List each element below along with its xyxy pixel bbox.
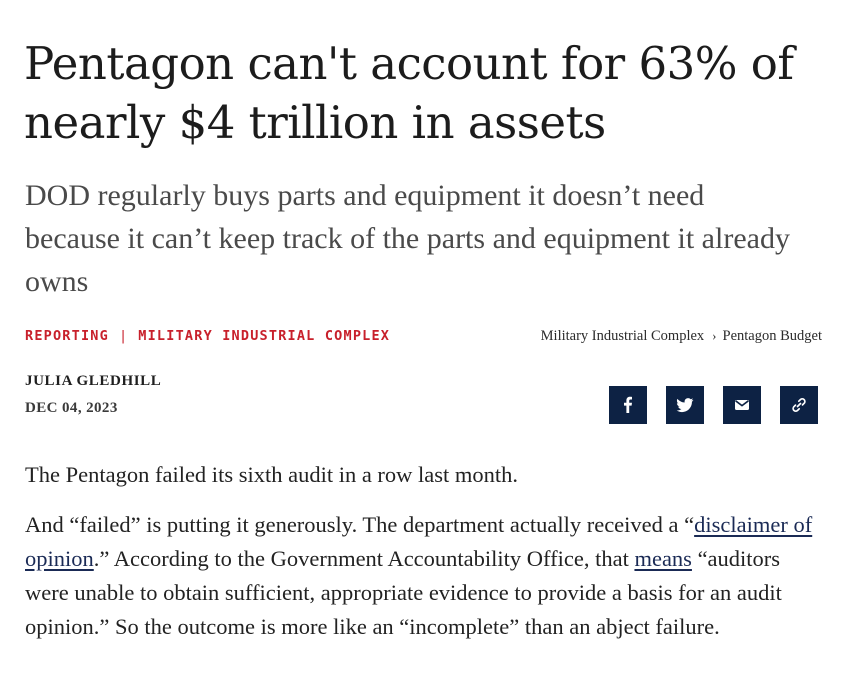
body-paragraph-2-text-c: “auditors were unable to obtain sufficie… — [25, 546, 782, 639]
share-twitter-button[interactable] — [666, 386, 704, 424]
body-paragraph-2-text-b: .” According to the Government Accountab… — [93, 546, 635, 571]
share-link-button[interactable] — [780, 386, 818, 424]
disclaimer-of-opinion-link[interactable]: disclaimer of opinion — [25, 512, 813, 571]
email-icon — [735, 400, 749, 410]
chevron-right-icon: › — [712, 328, 717, 343]
tag-military-industrial-complex-link[interactable]: MILITARY INDUSTRIAL COMPLEX — [138, 328, 391, 344]
breadcrumb-pentagon-budget[interactable]: Pentagon Budget — [722, 327, 822, 344]
means-link[interactable]: means — [634, 546, 692, 571]
twitter-icon — [676, 398, 694, 413]
author-link[interactable]: JULIA GLEDHILL — [25, 373, 162, 389]
share-facebook-button[interactable] — [609, 386, 647, 424]
tag-reporting-link[interactable]: REPORTING — [25, 328, 109, 344]
publish-date: DEC 04, 2023 — [25, 400, 118, 416]
article-headline: Pentagon can't account for 63% of nearly… — [24, 37, 794, 149]
body-paragraph-2-text-a: And “failed” is putting it generously. T… — [25, 512, 695, 537]
facebook-icon — [624, 396, 632, 413]
tag-separator: | — [118, 328, 129, 344]
article-subheadline: DOD regularly buys parts and equipment i… — [25, 179, 790, 298]
body-paragraph-2: And “failed” is putting it generously. T… — [25, 508, 815, 644]
link-icon — [792, 398, 806, 412]
breadcrumb: Military Industrial Complex › Pentagon B… — [541, 328, 822, 345]
share-buttons — [609, 386, 818, 424]
category-tags: REPORTING | MILITARY INDUSTRIAL COMPLEX — [25, 328, 390, 344]
body-paragraph-1: The Pentagon failed its sixth audit in a… — [25, 462, 519, 487]
breadcrumb-military-industrial-complex[interactable]: Military Industrial Complex — [540, 327, 705, 344]
article-body: The Pentagon failed its sixth audit in a… — [25, 458, 815, 660]
share-email-button[interactable] — [723, 386, 761, 424]
article-meta-row: REPORTING | MILITARY INDUSTRIAL COMPLEX … — [25, 325, 822, 347]
